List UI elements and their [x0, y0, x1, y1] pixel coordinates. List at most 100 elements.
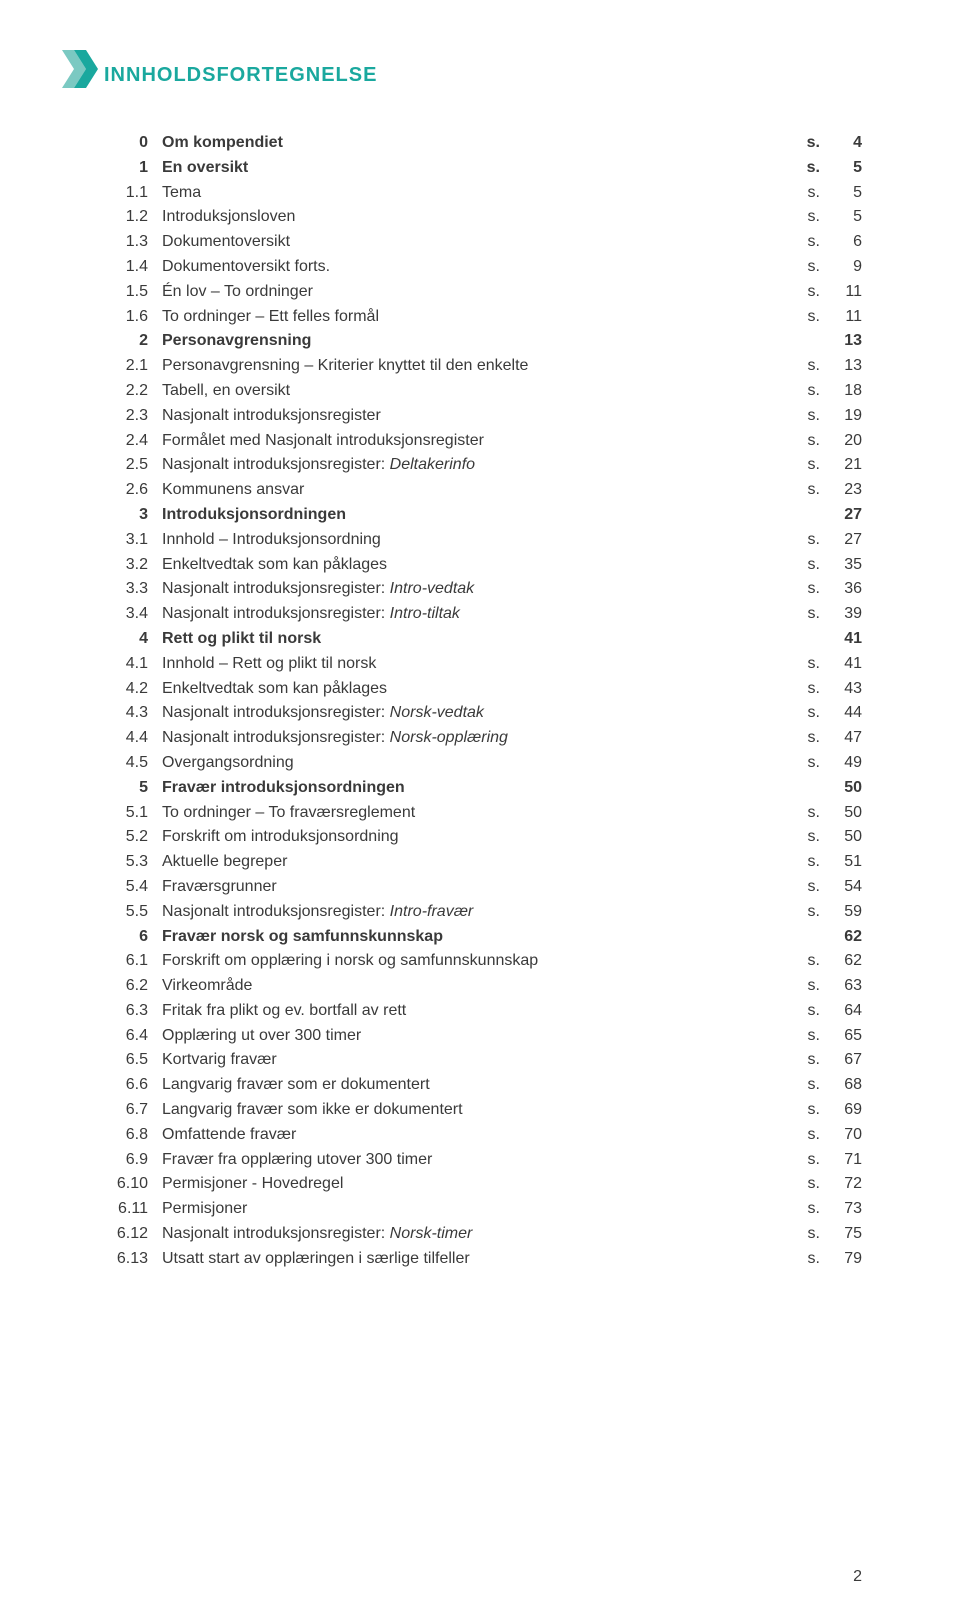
toc-row: 5.2Forskrift om introduksjonsordnings.50: [98, 825, 862, 850]
toc-number: 4.3: [98, 701, 162, 726]
logo-icon: [60, 50, 102, 93]
toc-label: Personavgrensning – Kriterier knyttet ti…: [162, 354, 790, 379]
toc-label: Nasjonalt introduksjonsregister: Norsk-t…: [162, 1222, 790, 1247]
toc-number: 6.8: [98, 1123, 162, 1148]
toc-s: s.: [790, 354, 820, 379]
toc-number: 2.6: [98, 478, 162, 503]
toc-label-italic: Intro-tiltak: [390, 605, 460, 622]
toc-row: 4Rett og plikt til norsk41: [98, 627, 862, 652]
toc-row: 5.1To ordninger – To fraværsreglements.5…: [98, 801, 862, 826]
toc-page: 43: [820, 677, 862, 702]
toc-page: 21: [820, 453, 862, 478]
toc-row: 1.2Introduksjonslovens.5: [98, 205, 862, 230]
toc-s: s.: [790, 429, 820, 454]
toc-s: s.: [790, 255, 820, 280]
toc-number: 2.1: [98, 354, 162, 379]
toc-label: Opplæring ut over 300 timer: [162, 1024, 790, 1049]
page-number: 2: [853, 1568, 862, 1586]
toc-label: Nasjonalt introduksjonsregister: Intro-f…: [162, 900, 790, 925]
toc-s: s.: [790, 1073, 820, 1098]
toc-page: 50: [820, 825, 862, 850]
toc-number: 6.7: [98, 1098, 162, 1123]
toc-label: Dokumentoversikt forts.: [162, 255, 790, 280]
toc-row: 4.4Nasjonalt introduksjonsregister: Nors…: [98, 726, 862, 751]
toc-s: s.: [790, 181, 820, 206]
toc-label: Nasjonalt introduksjonsregister: Intro-t…: [162, 602, 790, 627]
toc-number: 3.4: [98, 602, 162, 627]
toc-number: 5.5: [98, 900, 162, 925]
toc-s: s.: [790, 577, 820, 602]
toc-page: 19: [820, 404, 862, 429]
toc-row: 4.1Innhold – Rett og plikt til norsks.41: [98, 652, 862, 677]
toc-s: s.: [790, 825, 820, 850]
toc-s: s.: [790, 305, 820, 330]
toc-label: Overgangsordning: [162, 751, 790, 776]
toc-number: 4.1: [98, 652, 162, 677]
toc-row: 6.7Langvarig fravær som ikke er dokument…: [98, 1098, 862, 1123]
toc-s: s.: [790, 528, 820, 553]
toc-number: 2.4: [98, 429, 162, 454]
toc-row: 1.1Temas.5: [98, 181, 862, 206]
toc-label: Nasjonalt introduksjonsregister: Norsk-v…: [162, 701, 790, 726]
toc-row: 3.4Nasjonalt introduksjonsregister: Intr…: [98, 602, 862, 627]
toc-row: 4.2Enkeltvedtak som kan påklagess.43: [98, 677, 862, 702]
toc-s: [790, 503, 820, 528]
toc-number: 3.3: [98, 577, 162, 602]
toc-page: 54: [820, 875, 862, 900]
toc-page: 20: [820, 429, 862, 454]
table-of-contents: 0Om kompendiets.41En oversikts.51.1Temas…: [98, 131, 862, 1272]
toc-row: 6.12Nasjonalt introduksjonsregister: Nor…: [98, 1222, 862, 1247]
toc-s: s.: [790, 478, 820, 503]
toc-page: 5: [820, 156, 862, 181]
toc-label: Forskrift om introduksjonsordning: [162, 825, 790, 850]
toc-number: 1.5: [98, 280, 162, 305]
toc-label: Én lov – To ordninger: [162, 280, 790, 305]
toc-number: 1: [98, 156, 162, 181]
toc-page: 27: [820, 503, 862, 528]
toc-row: 6.13Utsatt start av opplæringen i særlig…: [98, 1247, 862, 1272]
toc-s: s.: [790, 205, 820, 230]
toc-label: Rett og plikt til norsk: [162, 627, 790, 652]
toc-label: Kommunens ansvar: [162, 478, 790, 503]
toc-label: Personavgrensning: [162, 329, 790, 354]
toc-page: 41: [820, 652, 862, 677]
toc-label-italic: Norsk-opplæring: [390, 729, 508, 746]
toc-row: 6Fravær norsk og samfunnskunnskap62: [98, 925, 862, 950]
toc-number: 1.3: [98, 230, 162, 255]
toc-number: 6.3: [98, 999, 162, 1024]
toc-label: Fraværsgrunner: [162, 875, 790, 900]
toc-page: 72: [820, 1172, 862, 1197]
toc-label: Permisjoner - Hovedregel: [162, 1172, 790, 1197]
toc-number: 3.2: [98, 553, 162, 578]
toc-number: 6.1: [98, 949, 162, 974]
toc-page: 75: [820, 1222, 862, 1247]
toc-s: s.: [790, 949, 820, 974]
toc-number: 5: [98, 776, 162, 801]
toc-row: 6.4Opplæring ut over 300 timers.65: [98, 1024, 862, 1049]
toc-page: 62: [820, 925, 862, 950]
toc-row: 2.3Nasjonalt introduksjonsregisters.19: [98, 404, 862, 429]
toc-s: s.: [790, 1123, 820, 1148]
toc-row: 1.6To ordninger – Ett felles formåls.11: [98, 305, 862, 330]
toc-label: Introduksjonsordningen: [162, 503, 790, 528]
toc-s: s.: [790, 1148, 820, 1173]
toc-page: 68: [820, 1073, 862, 1098]
toc-page: 49: [820, 751, 862, 776]
toc-row: 6.3Fritak fra plikt og ev. bortfall av r…: [98, 999, 862, 1024]
toc-number: 6.9: [98, 1148, 162, 1173]
toc-s: s.: [790, 1222, 820, 1247]
toc-page: 11: [820, 280, 862, 305]
toc-row: 1En oversikts.5: [98, 156, 862, 181]
toc-label: Innhold – Introduksjonsordning: [162, 528, 790, 553]
toc-row: 6.2Virkeområdes.63: [98, 974, 862, 999]
toc-s: s.: [790, 1098, 820, 1123]
toc-s: s.: [790, 230, 820, 255]
toc-label: Enkeltvedtak som kan påklages: [162, 677, 790, 702]
toc-label: Fravær fra opplæring utover 300 timer: [162, 1148, 790, 1173]
toc-number: 5.2: [98, 825, 162, 850]
toc-label: Virkeområde: [162, 974, 790, 999]
toc-row: 3Introduksjonsordningen 27: [98, 503, 862, 528]
toc-label: Langvarig fravær som ikke er dokumentert: [162, 1098, 790, 1123]
toc-number: 6.10: [98, 1172, 162, 1197]
toc-number: 3: [98, 503, 162, 528]
